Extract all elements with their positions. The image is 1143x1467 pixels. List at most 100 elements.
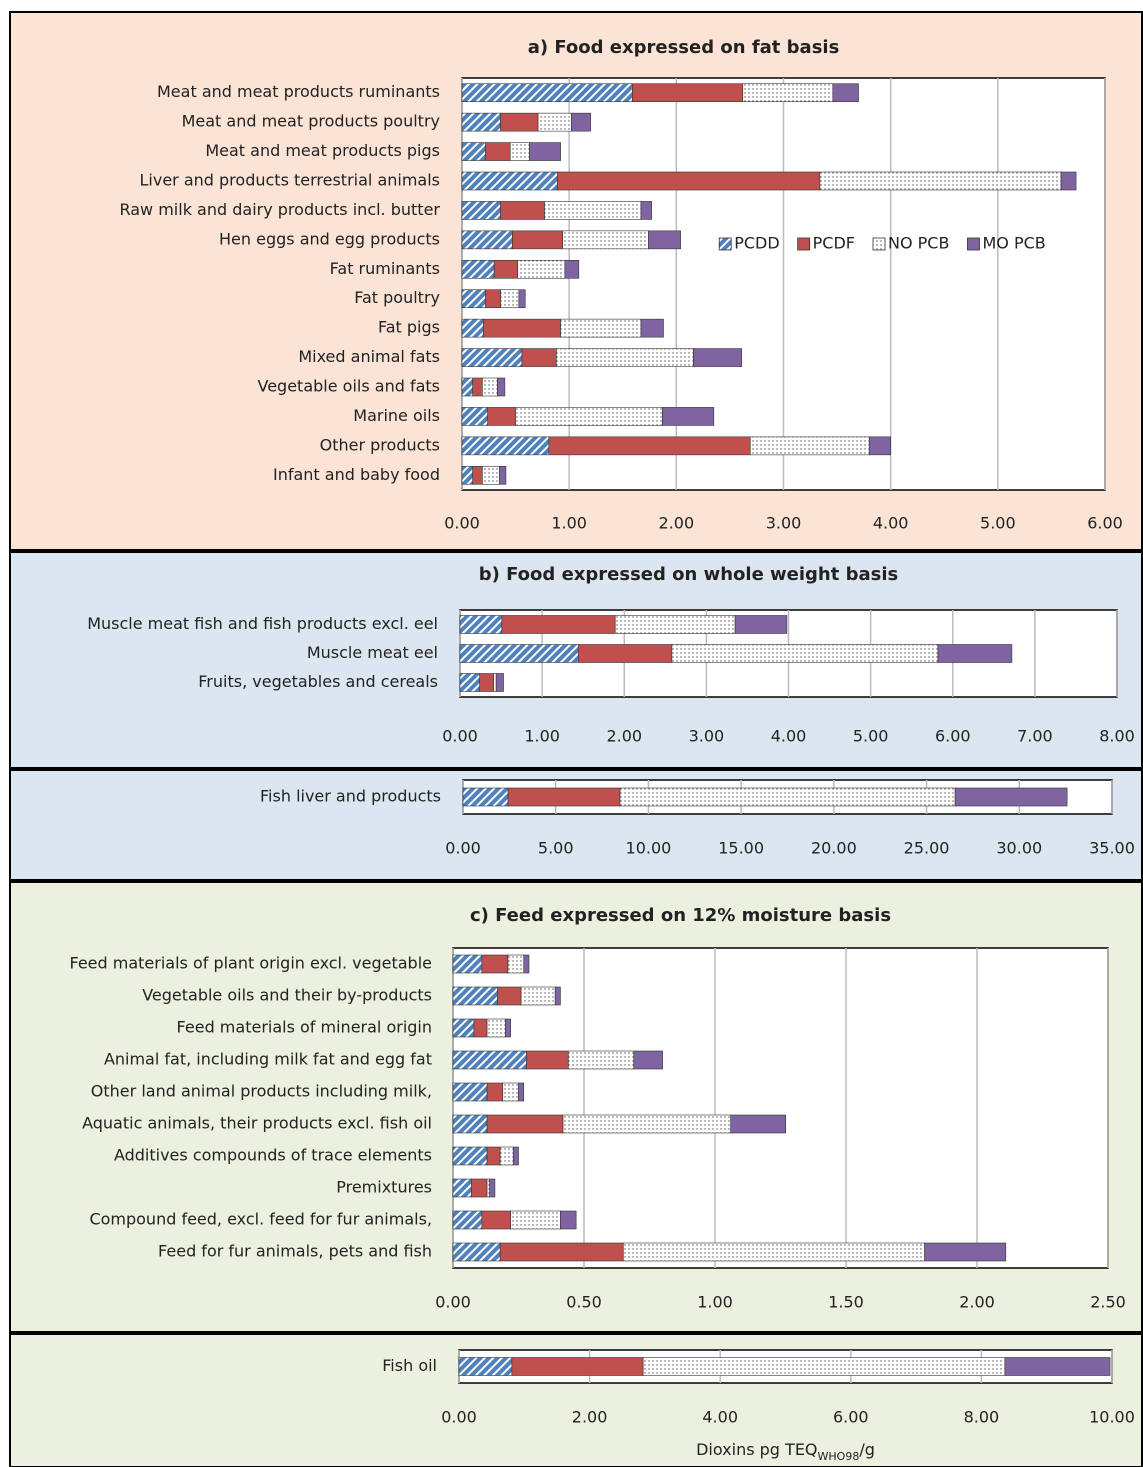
bar-segment (632, 83, 744, 103)
x-tick-label: 5.00 (853, 727, 889, 746)
bar-segment (564, 259, 580, 279)
bar-segment (548, 436, 751, 456)
bar-segment (501, 615, 616, 634)
x-tick-label: 4.00 (873, 514, 909, 533)
category-label: Marine oils (353, 406, 440, 425)
bar-segment (499, 1242, 624, 1262)
legend-label: NO PCB (888, 234, 949, 253)
bar-segment (502, 1082, 519, 1102)
bar-segment (730, 1114, 787, 1134)
x-tick-label: 2.50 (1090, 1293, 1126, 1312)
category-label: Fish liver and products (260, 787, 441, 806)
bar-segment (461, 465, 474, 485)
bar-segment (486, 1146, 501, 1166)
bar-segment (461, 201, 501, 220)
bar-segment (495, 673, 504, 692)
category-label: Vegetable oils and fats (258, 377, 441, 396)
category-label: Muscle meat eel (307, 643, 438, 662)
bar-segment (556, 348, 694, 367)
x-tick-label: 20.00 (811, 839, 857, 858)
bar-segment (452, 986, 498, 1006)
category-label: Other products (320, 435, 440, 454)
legend-label: MO PCB (982, 234, 1045, 253)
bar-segment (500, 201, 545, 220)
bar-segment (497, 986, 522, 1006)
bar-segment (749, 436, 870, 456)
bar-segment (520, 986, 556, 1006)
bar-segment (452, 1146, 488, 1166)
x-tick-label: 2.00 (659, 514, 695, 533)
x-tick-label: 1.00 (697, 1293, 733, 1312)
x-tick-label: 0.00 (441, 1408, 477, 1427)
bar-segment (485, 142, 511, 161)
bar-segment (486, 1018, 506, 1038)
bar-segment (461, 112, 501, 132)
x-tick-label: 2.00 (959, 1293, 995, 1312)
category-label: Premixtures (336, 1178, 432, 1197)
bar-segment (633, 1050, 663, 1070)
bar-segment (832, 83, 859, 103)
x-tick-label: 3.00 (766, 514, 802, 533)
x-tick-label: 6.00 (935, 727, 971, 746)
category-label: Fat poultry (354, 288, 440, 307)
bar-segment (512, 230, 564, 250)
bar-segment (483, 318, 561, 338)
category-label: Meat and meat products pigs (205, 141, 440, 160)
bar-segment (471, 1178, 488, 1198)
bar-segment (486, 1178, 490, 1198)
bar-segment (479, 673, 494, 692)
bar-segment (614, 615, 736, 634)
bar-segment (482, 465, 500, 485)
bar-segment (461, 407, 489, 426)
bar-segment (868, 436, 891, 456)
x-axis-label-part: /g (859, 1440, 875, 1459)
category-label: Hen eggs and egg products (219, 229, 440, 248)
bar-segment (461, 171, 558, 191)
bar-segment (452, 1114, 488, 1134)
bar-segment (577, 644, 673, 663)
bar-segment (512, 1146, 519, 1166)
x-axis-label-part: WHO98 (818, 1450, 860, 1463)
x-tick-label: 7.00 (1017, 727, 1053, 746)
bar-segment (505, 1018, 511, 1038)
x-tick-label: 6.00 (1087, 514, 1123, 533)
bar-segment (507, 787, 621, 807)
x-tick-label: 0.00 (442, 727, 478, 746)
bar-segment (489, 1178, 496, 1198)
x-tick-label: 0.00 (445, 839, 481, 858)
x-tick-label: 35.00 (1089, 839, 1135, 858)
bar-segment (486, 1082, 504, 1102)
x-tick-label: 1.50 (828, 1293, 864, 1312)
bar-segment (452, 1242, 501, 1262)
bar-segment (642, 1357, 1006, 1376)
bar-segment (517, 259, 566, 279)
bar-segment (518, 289, 526, 309)
legend-label: PCDD (734, 234, 779, 253)
bar-segment (557, 171, 821, 191)
legend-label: PCDF (813, 234, 855, 253)
bar-segment (521, 348, 557, 367)
x-tick-label: 2.00 (572, 1408, 608, 1427)
bar-segment (500, 289, 520, 309)
category-label: Aquatic animals, their products excl. fi… (82, 1114, 432, 1133)
x-axis-label-part: Dioxins pg TEQ (696, 1440, 817, 1459)
bar-segment (954, 787, 1068, 807)
category-label: Liver and products terrestrial animals (140, 171, 441, 190)
bar-segment (461, 318, 484, 338)
bar-segment (537, 112, 572, 132)
bar-segment (459, 644, 579, 663)
bar-segment (562, 1114, 732, 1134)
category-label: Other land animal products including mil… (91, 1082, 432, 1101)
bar-segment (493, 259, 519, 279)
category-label: Animal fat, including milk fat and egg f… (104, 1050, 432, 1069)
bar-segment (485, 289, 501, 309)
x-tick-label: 1.00 (524, 727, 560, 746)
bar-segment (452, 1082, 488, 1102)
category-label: Fat pigs (378, 318, 440, 337)
legend-swatch (797, 237, 811, 251)
legend-swatch (967, 237, 980, 251)
category-label: Meat and meat products poultry (182, 112, 440, 131)
bar-segment (458, 1357, 513, 1376)
bar-segment (473, 1018, 488, 1038)
bar-segment (554, 986, 561, 1006)
